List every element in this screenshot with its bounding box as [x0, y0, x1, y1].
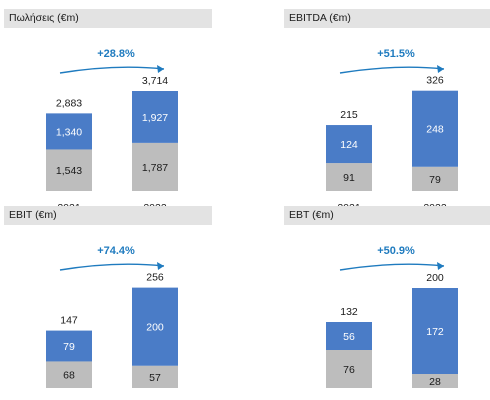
top-segment-label: 124 — [340, 139, 358, 151]
bottom-segment-label: 1,543 — [56, 165, 82, 177]
top-segment-label: 1,340 — [56, 126, 82, 138]
total-label: 132 — [340, 306, 358, 318]
bar-top-segment — [46, 330, 92, 362]
top-segment-label: 248 — [426, 124, 444, 136]
bar-bottom-segment — [326, 350, 372, 388]
panel-title: EBIT (€m) — [4, 206, 212, 225]
arrow-head-icon — [437, 262, 444, 270]
bottom-segment-label: 91 — [343, 172, 355, 184]
arrow-head-icon — [437, 65, 444, 73]
growth-label: +74.4% — [97, 245, 135, 257]
growth-arrow-icon — [339, 66, 445, 74]
total-label: 326 — [426, 75, 444, 87]
growth-label: +50.9% — [377, 245, 415, 257]
ebt-chart: 76561322021281722002022+50.9% — [326, 245, 458, 400]
bar-top-segment — [412, 288, 458, 374]
sales-chart: 1,5431,3402,88320211,7871,9273,7142022+2… — [46, 48, 178, 214]
arrow-head-icon — [157, 262, 164, 270]
bar-top-segment — [46, 113, 92, 150]
total-label: 147 — [60, 315, 78, 327]
ebitda-chart: 911242152021792483262022+51.5% — [326, 48, 458, 214]
panel-title: EBT (€m) — [284, 206, 490, 225]
total-label: 256 — [146, 272, 164, 284]
bar-top-segment — [326, 322, 372, 350]
bottom-segment-label: 28 — [429, 376, 441, 388]
total-label: 215 — [340, 109, 358, 121]
panel-ebt: EBT (€m) 76561322021281722002022+50.9% — [284, 206, 490, 400]
panel-ebitda: EBITDA (€m) 911242152021792483262022+51.… — [284, 9, 490, 214]
top-segment-label: 1,927 — [142, 112, 168, 124]
bar-bottom-segment — [46, 361, 92, 388]
growth-label: +51.5% — [377, 48, 415, 60]
growth-arrow-icon — [339, 263, 445, 271]
growth-arrow-icon — [59, 263, 165, 271]
bar-top-segment — [132, 91, 178, 143]
bottom-segment-label: 57 — [149, 372, 161, 384]
top-segment-label: 172 — [426, 326, 444, 338]
bar-bottom-segment — [46, 149, 92, 191]
total-label: 2,883 — [56, 97, 82, 109]
growth-arrow-icon — [59, 66, 165, 74]
bar-bottom-segment — [412, 166, 458, 191]
growth-label: +28.8% — [97, 48, 135, 60]
bottom-segment-label: 76 — [343, 364, 355, 376]
total-label: 200 — [426, 272, 444, 284]
bar-bottom-segment — [132, 142, 178, 191]
bar-bottom-segment — [412, 374, 458, 388]
arrow-head-icon — [157, 65, 164, 73]
bar-top-segment — [326, 125, 372, 164]
bar-top-segment — [132, 287, 178, 366]
bottom-segment-label: 68 — [63, 370, 75, 382]
panel-sales: Πωλήσεις (€m) 1,5431,3402,88320211,7871,… — [4, 9, 212, 214]
bottom-segment-label: 79 — [429, 174, 441, 186]
bar-bottom-segment — [326, 163, 372, 191]
panel-title: Πωλήσεις (€m) — [4, 9, 212, 28]
total-label: 3,714 — [142, 75, 168, 87]
bar-top-segment — [412, 90, 458, 167]
ebit-chart: 68791472021572002562022+74.4% — [46, 245, 178, 400]
top-segment-label: 79 — [63, 341, 75, 353]
bottom-segment-label: 1,787 — [142, 162, 168, 174]
bar-bottom-segment — [132, 365, 178, 388]
top-segment-label: 56 — [343, 331, 355, 343]
panel-ebit: EBIT (€m) 68791472021572002562022+74.4% — [4, 206, 212, 400]
panel-title: EBITDA (€m) — [284, 9, 490, 28]
top-segment-label: 200 — [146, 322, 164, 334]
